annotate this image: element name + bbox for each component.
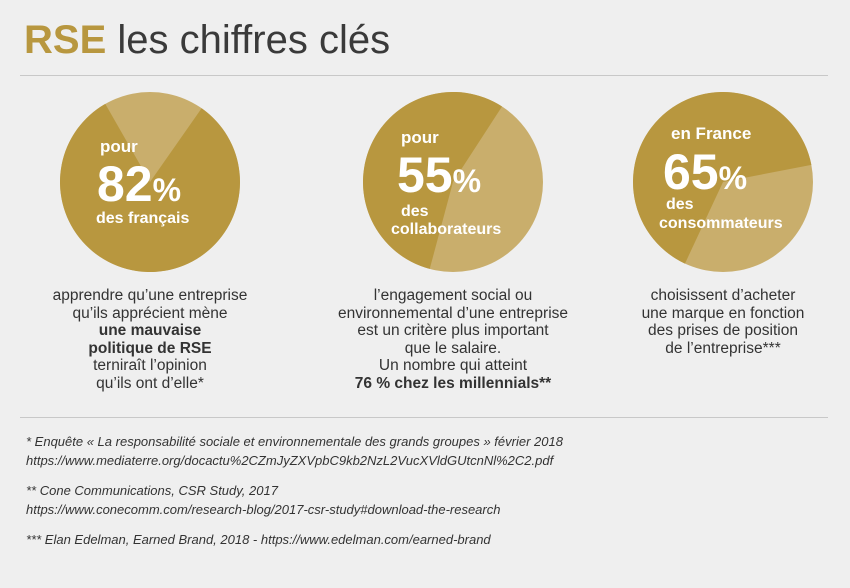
stat-1-value: 82% (97, 159, 181, 215)
stat-1-desc-line: qu’ils ont d’elle* (96, 374, 204, 392)
footnote-2: ** Cone Communications, CSR Study, 2017 … (26, 481, 563, 519)
top-divider (20, 75, 828, 76)
stat-3-unit: % (718, 160, 748, 196)
stat-1-pie-share (60, 103, 240, 272)
stat-1-number: 82 (97, 156, 153, 212)
stat-3-desc-line: des prises de position (648, 322, 798, 339)
stat-1-desc-line: une mauvaise (98, 322, 202, 339)
stat-2-unit: % (452, 163, 482, 199)
stat-2-value: 55% (397, 150, 481, 206)
footnotes: * Enquête « La responsabilité sociale et… (26, 432, 563, 560)
stat-2-number: 55 (397, 147, 453, 203)
stat-2-desc-line: que le salaire. (404, 339, 502, 357)
stat-3-desc-line: une marque en fonction (641, 304, 805, 322)
title-rest: les chiffres clés (117, 18, 391, 62)
stat-3-prefix: en France (671, 124, 752, 143)
stat-3-pie-share (633, 92, 812, 264)
footnote-line: *** Elan Edelman, Earned Brand, 2018 - h… (26, 532, 491, 547)
stat-2-description: l’engagement social ou environnemental d… (323, 287, 583, 392)
stat-1-desc-line: apprendre qu’une entreprise (52, 287, 248, 304)
stat-1-suffix-1: des français (96, 210, 190, 227)
footnote-link: https://www.conecomm.com/research-blog/2… (26, 502, 501, 517)
stat-2-prefix: pour (401, 128, 439, 147)
stat-1-prefix: pour (100, 137, 138, 156)
stat-2-suffix-2: collaborateurs (391, 221, 502, 238)
title-accent: RSE (24, 18, 107, 62)
stat-3-number: 65 (663, 144, 719, 200)
stat-1-circle-text: pour 82% des français (60, 92, 240, 272)
stat-2-desc-line: l’engagement social ou (373, 287, 533, 304)
stat-2-desc-line: Un nombre qui atteint (378, 357, 528, 374)
bottom-divider (20, 417, 828, 418)
stat-3-description: choisissent d’acheter une marque en fonc… (593, 287, 850, 357)
footnote-line: ** Cone Communications, CSR Study, 2017 (26, 483, 278, 498)
stat-2-circle-text: pour 55% des collaborateurs (363, 92, 543, 272)
stat-2-desc-line: environnemental d’une entreprise (337, 304, 569, 322)
page-title: RSE les chiffres clés (24, 14, 390, 66)
stat-3-suffix-1: des (666, 196, 694, 213)
stat-3-desc-line: de l’entreprise*** (665, 339, 781, 357)
stat-1-pie (60, 92, 240, 272)
stat-3-circle-text: en France 65% des consommateurs (633, 92, 813, 272)
stat-3-pie (633, 92, 813, 272)
footnote-line: * Enquête « La responsabilité sociale et… (26, 434, 563, 449)
stat-1-description: apprendre qu’une entreprise qu’ils appré… (20, 287, 280, 392)
stat-2-desc-line: est un critère plus important (357, 322, 549, 339)
footnote-3: *** Elan Edelman, Earned Brand, 2018 - h… (26, 530, 563, 549)
footnote-link: https://www.mediaterre.org/docactu%2CZmJ… (26, 453, 554, 468)
stat-1-desc-line: politique de RSE (88, 339, 212, 357)
stat-3-desc-line: choisissent d’acheter (650, 287, 796, 304)
footnote-1: * Enquête « La responsabilité sociale et… (26, 432, 563, 470)
stat-1-unit: % (152, 172, 182, 208)
stat-1-desc-line: terniraît l’opinion (93, 357, 207, 374)
stat-3-suffix-2: consommateurs (659, 215, 783, 232)
stat-2-pie-share (363, 92, 503, 269)
stat-2-desc-line: 76 % chez les millennials** (354, 374, 552, 392)
stat-1-desc-line: qu’ils apprécient mène (72, 304, 228, 322)
stat-2-suffix-1: des (401, 203, 429, 220)
stat-2-pie (363, 92, 543, 272)
stat-3-value: 65% (663, 147, 747, 203)
